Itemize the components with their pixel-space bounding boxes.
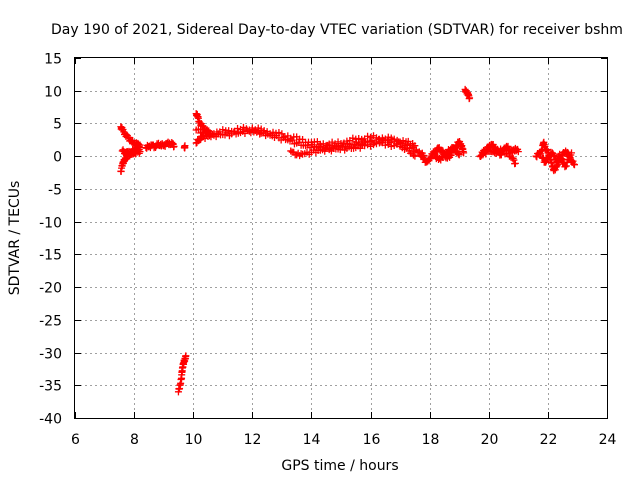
data-point xyxy=(199,122,207,130)
data-point xyxy=(125,133,133,141)
data-point xyxy=(565,152,573,160)
data-point xyxy=(543,146,551,154)
data-point xyxy=(356,144,364,152)
data-point xyxy=(569,157,577,165)
data-point xyxy=(482,150,490,158)
y-tick-label: -20 xyxy=(39,281,62,297)
y-tick-label: 0 xyxy=(53,150,62,166)
data-point xyxy=(570,161,578,169)
data-point xyxy=(455,151,463,159)
data-point xyxy=(181,142,189,150)
x-tick-label: 16 xyxy=(363,432,381,448)
data-point xyxy=(441,152,449,160)
data-point xyxy=(454,150,462,158)
data-point xyxy=(562,162,570,170)
data-point xyxy=(170,142,178,150)
data-point xyxy=(136,144,144,152)
data-point xyxy=(460,149,468,157)
data-point xyxy=(411,152,419,160)
x-tick-label: 12 xyxy=(244,432,262,448)
data-point xyxy=(561,163,569,171)
y-tick-label: -15 xyxy=(39,248,62,264)
data-point xyxy=(208,130,216,138)
data-point xyxy=(466,94,474,102)
plot-frame xyxy=(74,57,608,419)
data-point xyxy=(409,151,417,159)
data-points xyxy=(117,85,578,396)
y-tick-labels: 15 10 5 0 -5 -10 -15 -20 -25 -30 -35 -40 xyxy=(39,52,62,428)
y-tick-label: 5 xyxy=(53,117,62,133)
y-tick-label: -10 xyxy=(39,216,62,232)
y-tick-label: 10 xyxy=(44,85,62,101)
data-point xyxy=(432,148,440,156)
data-point xyxy=(542,158,550,166)
y-tick-label: -40 xyxy=(39,412,62,428)
x-tick-label: 8 xyxy=(130,432,139,448)
data-point xyxy=(427,153,435,161)
data-point xyxy=(437,146,445,154)
y-tick-label: -25 xyxy=(39,314,62,330)
y-tick-label: 15 xyxy=(44,52,62,68)
x-tick-label: 24 xyxy=(599,432,617,448)
x-tick-label: 14 xyxy=(303,432,321,448)
data-point xyxy=(447,151,455,159)
x-tick-label: 6 xyxy=(71,432,80,448)
data-point xyxy=(514,148,522,156)
y-tick-label: -30 xyxy=(39,347,62,363)
data-point xyxy=(510,156,518,164)
data-point xyxy=(504,142,512,150)
x-axis-label: GPS time / hours xyxy=(281,458,398,474)
y-axis-label: SDTVAR / TECUs xyxy=(7,181,23,296)
data-point xyxy=(182,352,190,360)
y-tick-label: -5 xyxy=(48,183,62,199)
data-point xyxy=(194,125,202,133)
data-point xyxy=(558,155,566,163)
y-tick-label: -35 xyxy=(39,379,62,395)
data-point xyxy=(500,146,508,154)
data-point xyxy=(411,142,419,150)
data-point xyxy=(568,149,576,157)
x-tick-labels: 6 8 10 12 14 16 18 20 22 24 xyxy=(71,432,616,448)
data-point xyxy=(489,140,497,148)
x-tick-label: 22 xyxy=(540,432,558,448)
data-point xyxy=(553,157,561,165)
axis-ticks xyxy=(75,58,608,419)
data-point xyxy=(426,155,434,163)
data-point xyxy=(256,130,264,138)
x-tick-label: 10 xyxy=(185,432,203,448)
data-point xyxy=(497,151,505,159)
grid-lines xyxy=(75,58,607,418)
x-tick-label: 18 xyxy=(422,432,440,448)
x-tick-label: 20 xyxy=(481,432,499,448)
data-point xyxy=(449,144,457,152)
chart-title: Day 190 of 2021, Sidereal Day-to-day VTE… xyxy=(51,22,623,38)
data-point xyxy=(404,137,412,145)
data-point xyxy=(511,159,519,167)
